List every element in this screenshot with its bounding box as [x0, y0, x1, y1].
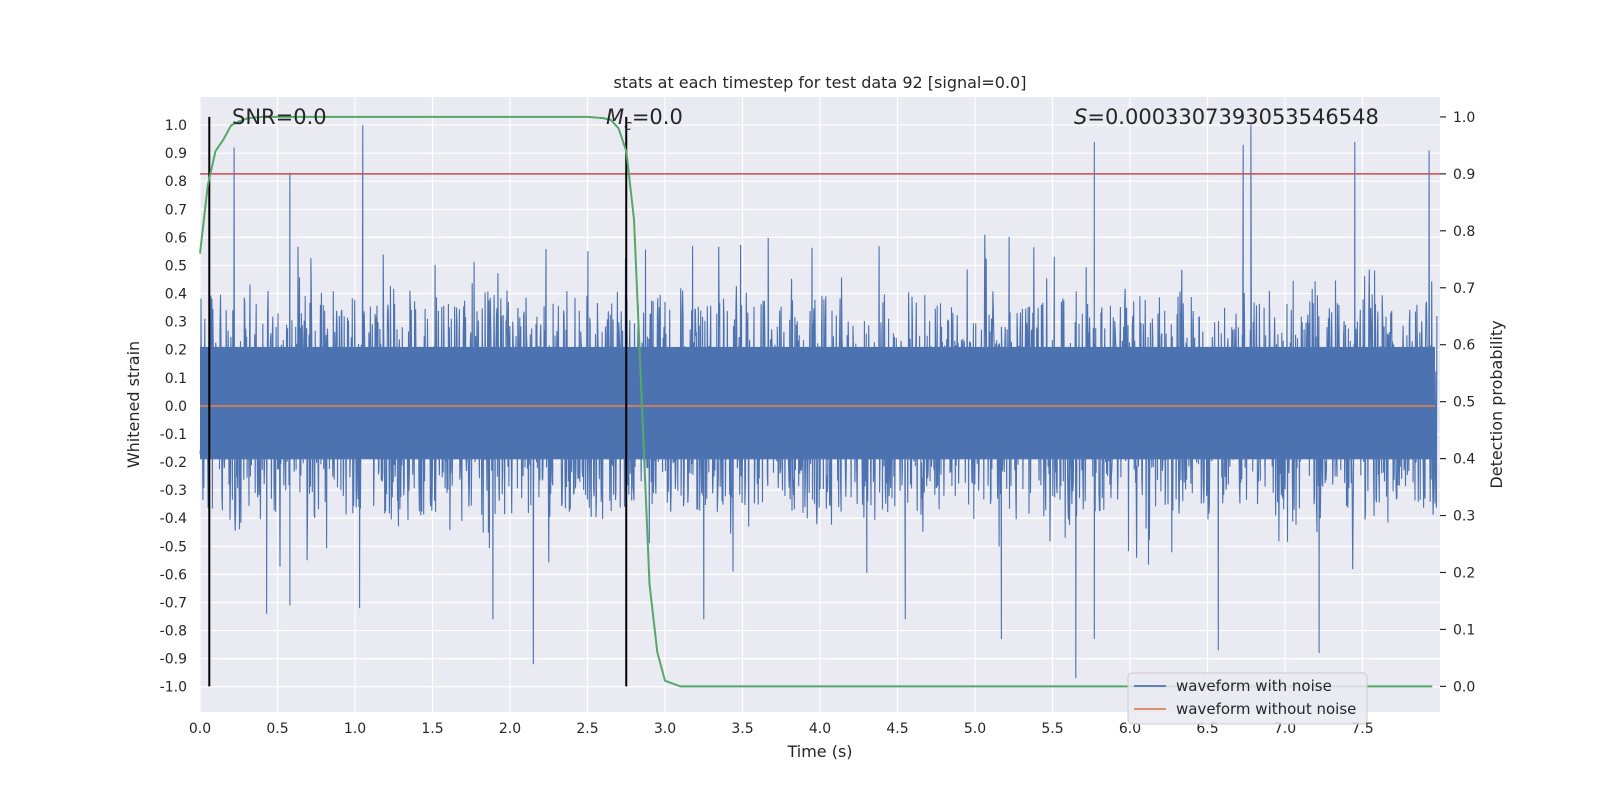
x-tick-label: 4.0 [809, 721, 831, 737]
snr-annotation: SNR=0.0 [232, 105, 327, 129]
x-tick-label: 6.0 [1119, 721, 1141, 737]
x-tick-label: 7.0 [1274, 721, 1296, 737]
y-tick-label-right: 0.3 [1453, 509, 1475, 525]
y-tick-label-right: 0.4 [1453, 452, 1475, 468]
y-tick-label-left: -0.8 [160, 624, 187, 640]
legend-label-waveform-without-noise: waveform without noise [1176, 700, 1356, 718]
y-tick-label-left: -0.1 [160, 427, 187, 443]
x-axis-label: Time (s) [786, 742, 852, 761]
chirp-mass-value: =0.0 [632, 105, 683, 129]
statistic-annotation: S=0.0003307393053546548 [1074, 105, 1379, 129]
y-tick-label-right: 1.0 [1453, 110, 1475, 126]
x-tick-label: 6.5 [1196, 721, 1218, 737]
y-tick-label-right: 0.1 [1453, 622, 1475, 638]
y-axis-label-left: Whitened strain [124, 341, 143, 468]
y-tick-label-left: -0.9 [160, 652, 187, 668]
y-tick-label-left: 0.8 [165, 174, 187, 190]
y-tick-label-left: 1.0 [165, 118, 187, 134]
y-tick-label-left: 0.6 [165, 230, 187, 246]
y-tick-label-left: -0.4 [160, 511, 187, 527]
y-tick-label-left: -0.5 [160, 539, 187, 555]
x-tick-label: 2.0 [499, 721, 521, 737]
statistic-value: =0.0003307393053546548 [1087, 105, 1379, 129]
y-axis-label-right: Detection probability [1487, 320, 1506, 488]
y-tick-label-left: 0.2 [165, 343, 187, 359]
x-tick-label: 5.5 [1041, 721, 1063, 737]
y-axis-ticks-left: 1.0 0.9 0.8 0.7 0.6 0.5 0.4 0.3 0.2 0.1 0.0 -0.1 -0.… [160, 118, 187, 696]
y-tick-label-left: -0.7 [160, 595, 187, 611]
y-tick-label-right: 0.8 [1453, 224, 1475, 240]
detection-probability-line [199, 115, 1433, 688]
y-tick-label-right: 0.2 [1453, 565, 1475, 581]
chirp-mass-symbol: M [606, 105, 624, 129]
legend: waveform with noise waveform without noi… [1127, 672, 1368, 725]
legend-label-waveform-with-noise: waveform with noise [1176, 677, 1332, 695]
x-tick-label: 1.5 [421, 721, 443, 737]
x-tick-label: 3.5 [731, 721, 753, 737]
waveform-with-noise-line [199, 125, 1438, 679]
chirp-mass-annotation: Mc=0.0 [606, 105, 683, 134]
y-tick-label-left: 0.1 [165, 371, 187, 387]
x-tick-label: 7.5 [1351, 721, 1373, 737]
waveform-with-noise-series [199, 125, 1438, 679]
y-tick-label-left: -0.6 [160, 567, 187, 583]
y-tick-label-right: 0.9 [1453, 167, 1475, 183]
y-axis-ticks-right: 1.0 0.9 0.8 0.7 0.6 0.5 0.4 0.3 0.2 0.1 0.0 [1440, 110, 1475, 695]
x-tick-label: 5.0 [964, 721, 986, 737]
legend-box [1127, 672, 1368, 725]
y-tick-label-left: 0.9 [165, 146, 187, 162]
y-tick-label-left: 0.7 [165, 202, 187, 218]
statistic-symbol: S [1074, 105, 1087, 129]
chart-title: stats at each timestep for test data 92 … [614, 73, 1027, 92]
x-tick-label: 2.5 [576, 721, 598, 737]
y-tick-label-right: 0.0 [1453, 679, 1475, 695]
y-tick-label-left: 0.3 [165, 315, 187, 331]
y-tick-label-left: 0.0 [165, 399, 187, 415]
y-tick-label-right: 0.6 [1453, 338, 1475, 354]
chirp-mass-subscript: c [624, 118, 632, 134]
x-tick-label: 1.0 [344, 721, 366, 737]
x-tick-label: 4.5 [886, 721, 908, 737]
y-tick-label-left: -0.3 [160, 483, 187, 499]
y-tick-label-left: 0.4 [165, 287, 187, 303]
x-axis-ticks: 0.0 0.5 1.0 1.5 2.0 2.5 3.0 3.5 4.0 4.5 5.0 5.5 6.0 6… [189, 721, 1374, 737]
x-tick-label: 0.0 [189, 721, 211, 737]
x-tick-label: 3.0 [654, 721, 676, 737]
x-tick-label: 0.5 [266, 721, 288, 737]
y-tick-label-left: 0.5 [165, 258, 187, 274]
y-tick-label-right: 0.5 [1453, 395, 1475, 411]
overlay-lines [199, 115, 1440, 688]
y-tick-label-right: 0.7 [1453, 281, 1475, 297]
y-tick-label-left: -1.0 [160, 680, 187, 696]
y-tick-label-left: -0.2 [160, 455, 187, 471]
